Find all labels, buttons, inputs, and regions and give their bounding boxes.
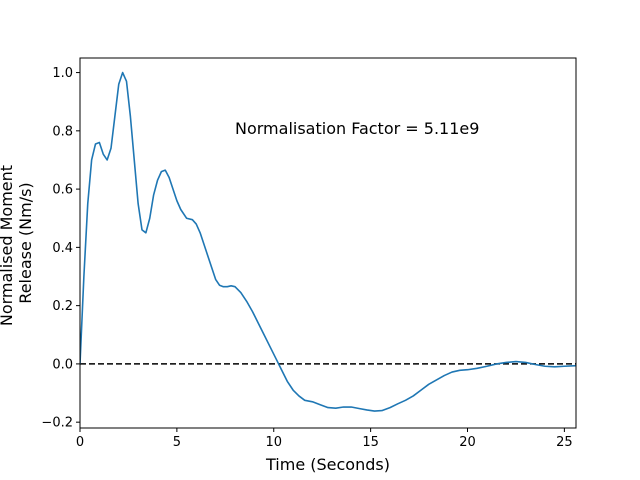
series-line	[80, 71, 576, 412]
y-tick-label: 1.0	[52, 66, 73, 81]
y-tick-label: 0.4	[52, 241, 73, 256]
plot-frame	[79, 57, 577, 429]
x-tick-label: 25	[556, 435, 573, 450]
y-tick-label: 0.2	[52, 299, 73, 314]
x-tick-label: 0	[76, 435, 84, 450]
y-tick-label: 0.6	[52, 183, 73, 198]
y-axis-label: Normalised Moment Release (Nm/s)	[0, 160, 35, 326]
y-tick-label: −0.2	[41, 416, 73, 431]
x-tick-label: 20	[459, 435, 476, 450]
y-tick-label: 0.8	[52, 124, 73, 139]
plot-area	[80, 58, 576, 428]
x-tick-label: 15	[362, 435, 379, 450]
y-axis-label-line-2: Release (Nm/s)	[16, 182, 35, 303]
x-tick-label: 5	[173, 435, 181, 450]
annotation-text: Normalisation Factor = 5.11e9	[235, 119, 479, 138]
y-axis-label-line-1: Normalised Moment	[0, 165, 16, 326]
x-axis-label: Time (Seconds)	[265, 455, 390, 474]
x-tick-label: 10	[265, 435, 282, 450]
y-tick-label: 0.0	[52, 357, 73, 372]
